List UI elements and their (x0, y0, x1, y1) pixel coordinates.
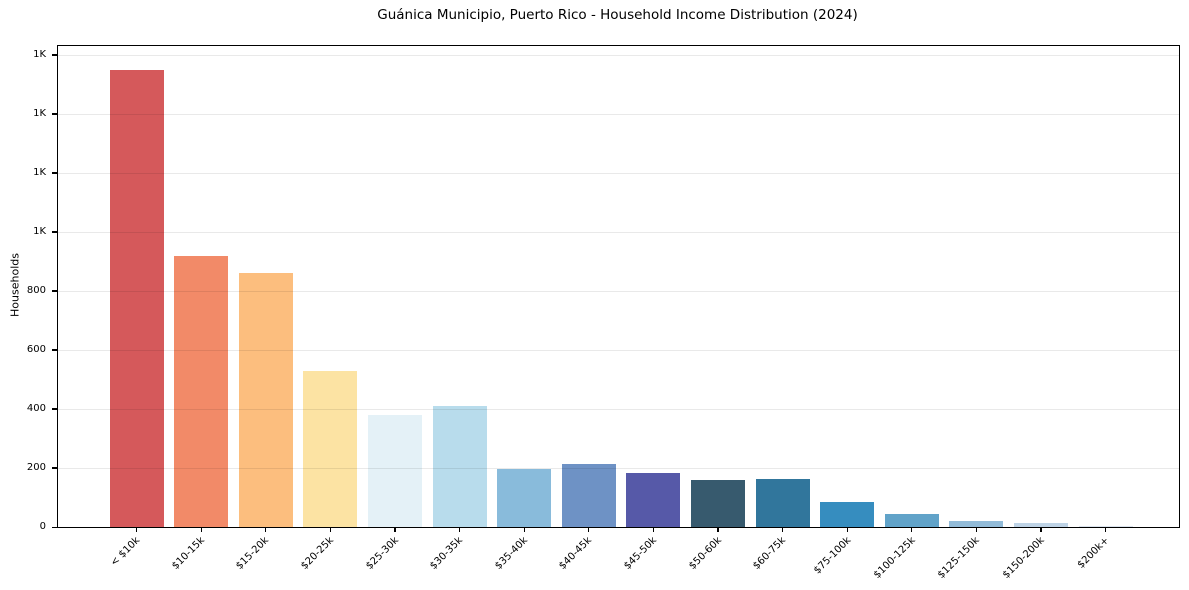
gridline (58, 172, 1179, 174)
y-tick-mark (51, 349, 57, 351)
y-tick-mark (51, 113, 57, 115)
x-tick-mark (136, 527, 138, 532)
y-tick-label: 1K (33, 225, 46, 237)
x-tick-mark (200, 527, 202, 532)
bar (497, 469, 552, 527)
gridline (58, 113, 1179, 115)
bar (303, 370, 358, 527)
chart-title: Guánica Municipio, Puerto Rico - Househo… (377, 7, 858, 23)
x-tick-label: $15-20k (234, 535, 272, 572)
bar (1013, 522, 1068, 527)
x-tick-mark (394, 527, 396, 532)
x-tick-label: $25-30k (363, 535, 401, 572)
bar (174, 255, 229, 527)
y-tick-mark (51, 408, 57, 410)
x-tick-label: $45-50k (622, 535, 660, 572)
y-tick-mark (51, 290, 57, 292)
y-tick-label: 400 (26, 402, 46, 414)
y-tick-label: 1K (33, 166, 46, 178)
y-tick-label: 1K (33, 48, 46, 60)
x-tick-mark (588, 527, 590, 532)
bar (949, 520, 1004, 527)
x-tick-mark (717, 527, 719, 532)
y-tick-mark (51, 172, 57, 174)
x-tick-label: $50-60k (686, 535, 724, 572)
y-tick-label: 200 (26, 461, 46, 473)
x-tick-mark (459, 527, 461, 532)
bar (1078, 525, 1133, 527)
y-tick-label: 1K (33, 107, 46, 119)
bar (367, 414, 422, 527)
bar (561, 463, 616, 527)
gridline (58, 231, 1179, 233)
x-tick-label: $30-35k (428, 535, 466, 572)
x-tick-label: $125-150k (936, 535, 983, 581)
plot-area: 0 200 400 600 800 1K 1K 1K 1K < $10k $10-15k $15-20… (27, 45, 1180, 581)
x-tick-mark (329, 527, 332, 532)
x-tick-label: $100-125k (871, 535, 918, 581)
y-tick-mark (51, 54, 57, 56)
x-tick-label: $60-75k (751, 535, 789, 572)
x-tick-mark (846, 527, 848, 532)
y-tick-mark (51, 467, 57, 469)
bar (432, 406, 487, 527)
gridline (58, 54, 1179, 56)
y-tick-mark (51, 526, 57, 528)
x-tick-label: $20-25k (299, 535, 337, 572)
x-tick-label: < $10k (108, 535, 143, 569)
x-tick-label: $40-45k (557, 535, 595, 572)
x-tick-label: $75-100k (811, 535, 853, 577)
x-tick-mark (1105, 527, 1107, 532)
x-tick-mark (975, 527, 978, 532)
x-tick-mark (652, 527, 655, 532)
x-tick-label: $35-40k (492, 535, 530, 572)
bar (626, 472, 681, 527)
x-tick-mark (1040, 527, 1042, 532)
bar (755, 478, 810, 527)
bar (690, 480, 745, 527)
y-tick-label: 0 (39, 521, 46, 532)
y-tick-label: 800 (26, 284, 46, 296)
y-tick-label: 600 (26, 343, 46, 355)
y-tick-mark (51, 231, 57, 233)
x-tick-label: $10-15k (169, 535, 207, 572)
bar (238, 273, 293, 527)
bar (884, 514, 939, 527)
x-tick-mark (782, 527, 784, 532)
x-tick-mark (911, 527, 913, 532)
bar (109, 69, 164, 527)
bar (820, 502, 875, 527)
x-tick-mark (523, 527, 525, 532)
x-tick-label: $150-200k (1000, 535, 1047, 581)
x-tick-label: $200k+ (1075, 535, 1112, 571)
x-tick-mark (265, 527, 267, 532)
